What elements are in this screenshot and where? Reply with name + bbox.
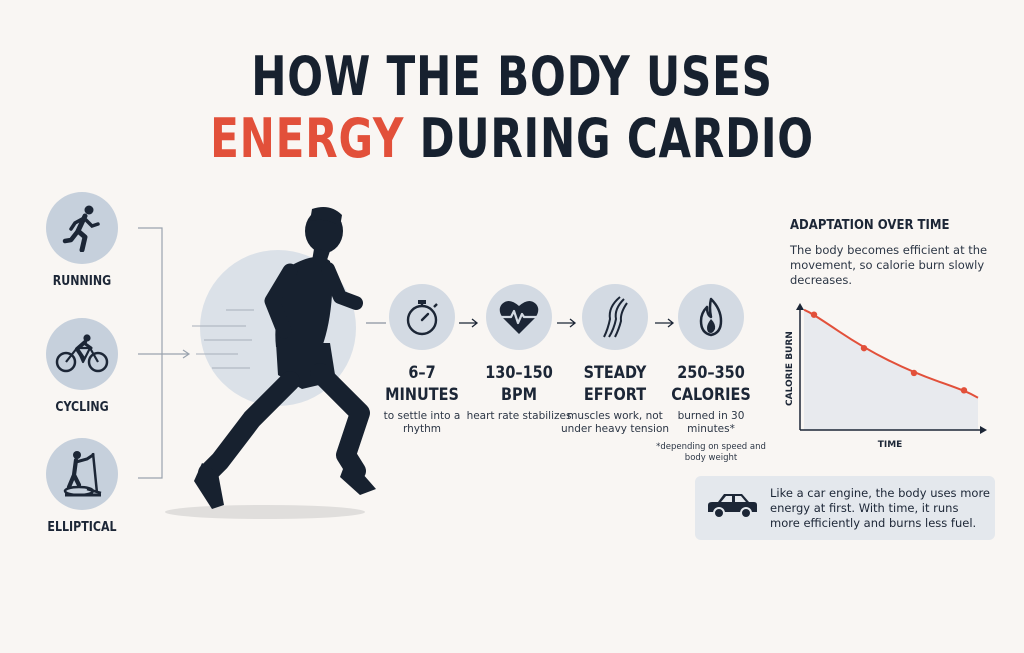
activity-bracket — [138, 227, 191, 479]
activity-cycling: CYCLING — [22, 318, 142, 415]
x-axis-arrow — [980, 426, 987, 434]
activity-running: RUNNING — [22, 192, 142, 289]
flame-icon — [678, 284, 744, 350]
title-line-2-rest: DURING CARDIO — [404, 107, 814, 170]
y-axis-arrow — [796, 303, 804, 310]
cycling-icon — [46, 318, 118, 390]
stat-description: muscles work, not under heavy tension — [560, 410, 670, 435]
adaptation-title: ADAPTATION OVER TIME — [790, 218, 950, 233]
runner-shadow — [165, 505, 365, 519]
stat-value: 6–7 — [408, 363, 436, 383]
stat-heart-rate: 130–150 BPM heart rate stabilizes — [464, 284, 574, 423]
series-line — [803, 308, 979, 399]
analogy-note-text: Like a car engine, the body uses more en… — [770, 486, 990, 530]
stat-value: 250–350 — [677, 363, 745, 383]
arrow-icon — [557, 318, 577, 328]
arrow-icon — [655, 318, 675, 328]
activity-label: RUNNING — [52, 274, 112, 289]
speed-lines — [192, 309, 254, 369]
arrow-icon — [459, 318, 479, 328]
calorie-burn-chart: CALORIE BURN TIME — [785, 303, 987, 450]
muscle-icon — [582, 284, 648, 350]
data-point-1 — [810, 311, 818, 318]
car-icon — [708, 494, 757, 519]
stat-footnote: *depending on speed and body weight — [656, 442, 766, 463]
stat-unit: BPM — [501, 385, 537, 405]
activity-label: ELLIPTICAL — [47, 520, 117, 535]
x-axis-label: TIME — [878, 440, 903, 450]
stat-unit: CALORIES — [671, 385, 751, 405]
data-point-2 — [860, 344, 868, 352]
elliptical-icon — [46, 438, 118, 510]
heart-rate-icon — [486, 284, 552, 350]
stat-value: 130–150 — [485, 363, 553, 383]
activity-elliptical: ELLIPTICAL — [22, 438, 142, 535]
stat-description: to settle into a rhythm — [383, 410, 461, 435]
stat-effort: STEADY EFFORT muscles work, not under he… — [560, 284, 670, 436]
stat-value: STEADY — [583, 363, 647, 383]
data-point-4 — [960, 387, 968, 394]
stopwatch-icon — [389, 284, 455, 350]
title-line-2: ENERGY DURING CARDIO — [113, 108, 912, 170]
activity-label: CYCLING — [55, 400, 109, 415]
stat-description: heart rate stabilizes — [466, 410, 572, 422]
stat-calories: 250–350 CALORIES burned in 30 minutes* *… — [656, 284, 766, 464]
adaptation-description: The body becomes efficient at the moveme… — [790, 243, 988, 287]
running-icon — [46, 192, 118, 264]
y-axis-label: CALORIE BURN — [785, 331, 795, 406]
title-line-1: HOW THE BODY USES — [251, 45, 773, 108]
data-point-3 — [910, 369, 918, 377]
connector-line — [366, 322, 386, 324]
title-accent-word: ENERGY — [210, 107, 405, 170]
stat-unit: MINUTES — [385, 385, 459, 405]
chart-area — [804, 309, 978, 430]
stat-unit: EFFORT — [583, 385, 647, 405]
runner-figure — [194, 207, 376, 509]
stat-description: burned in 30 minutes* — [677, 410, 745, 435]
stat-minutes: 6–7 MINUTES to settle into a rhythm — [367, 284, 477, 436]
